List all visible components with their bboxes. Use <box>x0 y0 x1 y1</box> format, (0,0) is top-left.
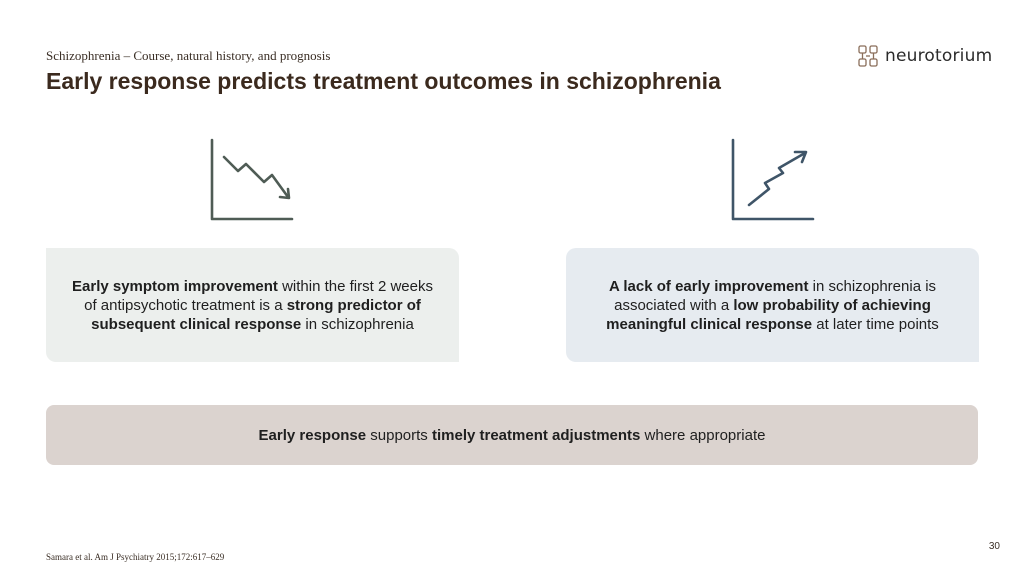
reference-footnote: Samara et al. Am J Psychiatry 2015;172:6… <box>46 552 225 562</box>
card-text-bold: low probability of achieving meaningful … <box>606 296 931 333</box>
lack-of-improvement-card: A lack of early improvement in schizophr… <box>566 248 979 362</box>
banner-text-bold: timely treatment adjustments <box>431 426 641 444</box>
slide-subtitle: Schizophrenia – Course, natural history,… <box>46 48 331 63</box>
summary-text: Early response supports timely treatment… <box>259 427 766 444</box>
banner-text: supports <box>366 426 432 444</box>
card-text: at later time points <box>812 315 939 333</box>
declining-chart-icon <box>210 138 294 221</box>
early-improvement-card: Early symptom improvement within the fir… <box>46 248 459 362</box>
card-text-bold: Early symptom improvement <box>72 277 278 295</box>
slide-title: Early response predicts treatment outcom… <box>46 68 721 94</box>
card-text: in schizophrenia is associated with a <box>614 277 937 314</box>
card-text: within the first 2 weeks of antipsychoti… <box>84 277 433 314</box>
card-text-bold: strong predictor of subsequent clinical … <box>91 296 421 333</box>
banner-text: where appropriate <box>640 426 766 444</box>
logo: neurotorium <box>857 43 992 69</box>
early-improvement-text: Early symptom improvement within the fir… <box>68 277 437 334</box>
banner-text-bold: Early response <box>258 426 367 444</box>
summary-banner: Early response supports timely treatment… <box>46 405 978 465</box>
rising-chart-icon <box>731 138 815 221</box>
lack-of-improvement-text: A lack of early improvement in schizophr… <box>588 277 957 334</box>
card-text-bold: A lack of early improvement <box>608 277 809 295</box>
brain-logo-icon <box>858 45 878 67</box>
page-number: 30 <box>988 541 1000 552</box>
logo-text: neurotorium <box>885 46 993 66</box>
card-text: in schizophrenia <box>301 315 414 333</box>
